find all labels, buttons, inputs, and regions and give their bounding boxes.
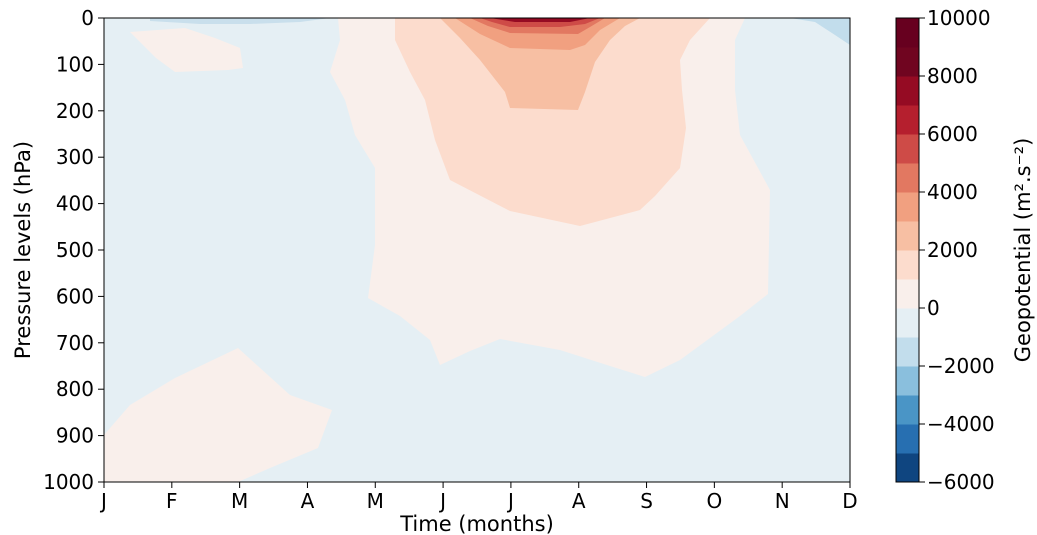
y-tick-label: 1000 (43, 470, 94, 494)
y-tick-label: 300 (56, 145, 94, 169)
x-axis-label: Time (months) (399, 512, 554, 535)
y-axis-label: Pressure levels (hPa) (11, 141, 35, 359)
y-tick-label: 600 (56, 284, 94, 308)
contour-1000-2000 (395, 18, 710, 226)
colorbar-swatch (896, 163, 919, 193)
x-tick-label: N (775, 489, 790, 513)
colorbar-swatch (896, 105, 919, 135)
x-tick-label: A (301, 489, 315, 513)
colorbar-swatch (896, 76, 919, 106)
x-tick-label: D (842, 489, 857, 513)
contour-negative-top-right (790, 18, 850, 45)
colorbar-tick-label: −2000 (927, 354, 995, 378)
y-axis: 0 100 200 300 400 500 600 700 800 900 1000 (43, 6, 104, 494)
colorbar-swatch (896, 279, 919, 309)
contour-positive-lower-left (104, 348, 332, 482)
colorbar-tick-label: 6000 (927, 122, 978, 146)
contour-negative-top-left (150, 18, 330, 24)
y-tick-label: 100 (56, 52, 94, 76)
colorbar-tick-label: 2000 (927, 238, 978, 262)
x-tick-label: S (640, 489, 653, 513)
colorbar-swatch (896, 453, 919, 483)
colorbar-swatch (896, 47, 919, 77)
x-tick-label: M (231, 489, 248, 513)
x-tick-label: F (166, 489, 178, 513)
y-tick-label: 500 (56, 238, 94, 262)
contour-2000-3000 (440, 18, 640, 110)
x-tick-label: M (367, 489, 384, 513)
colorbar-swatch (896, 395, 919, 425)
x-tick-label: O (706, 489, 722, 513)
colorbar-swatch (896, 308, 919, 338)
x-tick-label: J (506, 489, 514, 513)
colorbar-tick-label: 4000 (927, 180, 978, 204)
colorbar-swatch (896, 337, 919, 367)
y-tick-label: 800 (56, 377, 94, 401)
colorbar: 10000 8000 6000 4000 2000 0 −2000 −4000 −6000 (895, 6, 995, 494)
colorbar-swatch (896, 192, 919, 222)
colorbar-tick-label: 8000 (927, 64, 978, 88)
contour-positive-upper-left (130, 28, 243, 72)
colorbar-tick-label: 0 (927, 296, 940, 320)
colorbar-swatch (896, 18, 919, 48)
y-tick-label: 900 (56, 424, 94, 448)
colorbar-swatch (896, 250, 919, 280)
colorbar-swatch (896, 424, 919, 454)
y-tick-label: 400 (56, 192, 94, 216)
y-tick-label: 200 (56, 99, 94, 123)
colorbar-swatch (896, 366, 919, 396)
colorbar-tick-label: −4000 (927, 412, 995, 436)
colorbar-swatch (896, 134, 919, 164)
x-tick-label: J (438, 489, 446, 513)
x-tick-label: A (572, 489, 586, 513)
colorbar-label: Geopotential (m².s⁻²) (1011, 138, 1035, 363)
colorbar-tick-label: 10000 (927, 6, 991, 30)
colorbar-swatch (896, 221, 919, 251)
colorbar-tick-label: −6000 (927, 470, 995, 494)
y-tick-label: 0 (81, 6, 94, 30)
x-tick-label: J (99, 489, 107, 513)
plot-area (104, 18, 850, 482)
y-tick-label: 700 (56, 331, 94, 355)
contour-7000-plus (490, 18, 590, 22)
